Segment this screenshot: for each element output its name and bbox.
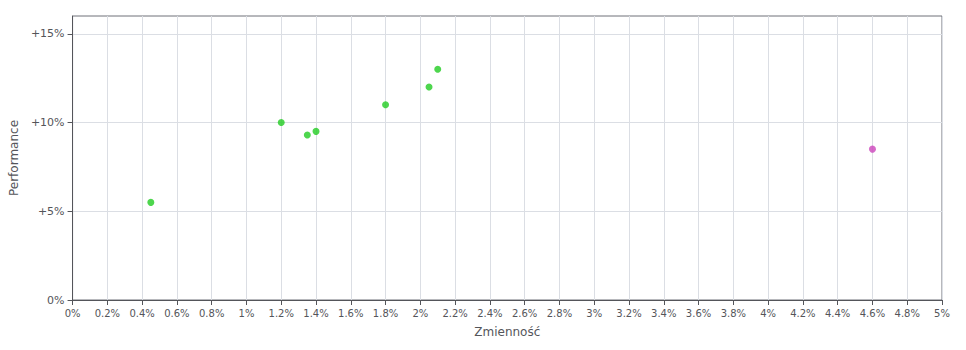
svg-text:1.6%: 1.6% <box>338 308 363 319</box>
svg-text:4.8%: 4.8% <box>895 308 920 319</box>
svg-text:5%: 5% <box>934 308 950 319</box>
svg-text:3.4%: 3.4% <box>651 308 676 319</box>
svg-text:Performance: Performance <box>7 120 21 196</box>
svg-text:4.4%: 4.4% <box>825 308 850 319</box>
svg-text:+5%: +5% <box>38 205 65 218</box>
svg-text:1%: 1% <box>239 308 255 319</box>
svg-text:1.8%: 1.8% <box>373 308 398 319</box>
svg-text:4%: 4% <box>760 308 776 319</box>
svg-text:0%: 0% <box>47 294 64 307</box>
svg-text:0.8%: 0.8% <box>199 308 224 319</box>
svg-text:4.2%: 4.2% <box>790 308 815 319</box>
svg-text:4.6%: 4.6% <box>860 308 885 319</box>
svg-text:+10%: +10% <box>31 116 65 129</box>
svg-text:3.2%: 3.2% <box>616 308 641 319</box>
svg-text:3%: 3% <box>586 308 602 319</box>
svg-text:Zmienność: Zmienność <box>474 325 540 339</box>
svg-text:0.4%: 0.4% <box>129 308 154 319</box>
svg-text:0%: 0% <box>65 308 81 319</box>
svg-text:1.2%: 1.2% <box>269 308 294 319</box>
svg-text:0.2%: 0.2% <box>95 308 120 319</box>
svg-text:3.6%: 3.6% <box>686 308 711 319</box>
svg-text:2.2%: 2.2% <box>442 308 467 319</box>
svg-text:0.6%: 0.6% <box>164 308 189 319</box>
svg-text:2%: 2% <box>412 308 428 319</box>
svg-text:2.4%: 2.4% <box>477 308 502 319</box>
svg-text:2.8%: 2.8% <box>547 308 572 319</box>
svg-text:1.4%: 1.4% <box>303 308 328 319</box>
svg-text:3.8%: 3.8% <box>721 308 746 319</box>
svg-text:+15%: +15% <box>31 27 65 40</box>
svg-text:2.6%: 2.6% <box>512 308 537 319</box>
